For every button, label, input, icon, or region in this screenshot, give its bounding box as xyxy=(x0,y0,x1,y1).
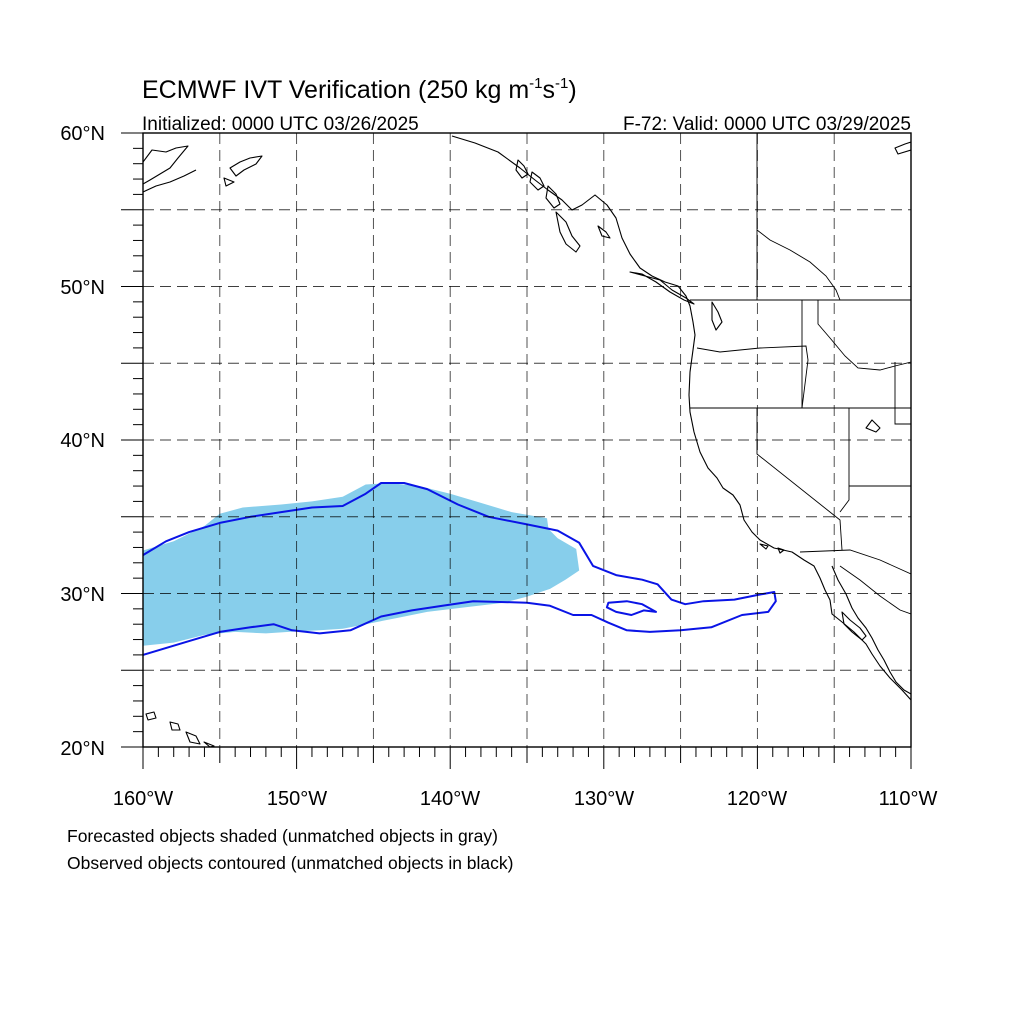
lon-label-120w: 120°W xyxy=(727,788,787,810)
lon-label-150w: 150°W xyxy=(267,788,327,810)
lon-label-140w: 140°W xyxy=(420,788,480,810)
lat-label-30n: 30°N xyxy=(60,584,105,606)
forecast-note: Forecasted objects shaded (unmatched obj… xyxy=(67,826,498,846)
observed-note: Observed objects contoured (unmatched ob… xyxy=(67,853,514,873)
lat-label-50n: 50°N xyxy=(60,277,105,299)
map-title: ECMWF IVT Verification (250 kg m-1s-1) xyxy=(142,75,577,104)
observed-ivt-contour-loop xyxy=(605,600,657,616)
longitude-labels: 160°W 150°W 140°W 130°W 120°W 110°W xyxy=(113,788,938,810)
map-frame xyxy=(142,132,912,748)
lon-label-110w: 110°W xyxy=(879,788,938,810)
forecast-ivt-object xyxy=(143,483,580,646)
axis-ticks xyxy=(121,132,912,769)
lat-label-60n: 60°N xyxy=(60,123,105,145)
coastlines xyxy=(143,135,911,747)
latitude-labels: 60°N 50°N 40°N 30°N 20°N xyxy=(60,123,105,760)
valid-label: F-72: Valid: 0000 UTC 03/29/2025 xyxy=(623,114,911,135)
map-plot-area xyxy=(121,132,912,769)
lat-label-40n: 40°N xyxy=(60,430,105,452)
lon-label-160w: 160°W xyxy=(113,788,173,810)
lat-label-20n: 20°N xyxy=(60,738,105,760)
initialized-label: Initialized: 0000 UTC 03/26/2025 xyxy=(142,114,419,135)
graticule xyxy=(143,133,911,747)
lon-label-130w: 130°W xyxy=(574,788,634,810)
